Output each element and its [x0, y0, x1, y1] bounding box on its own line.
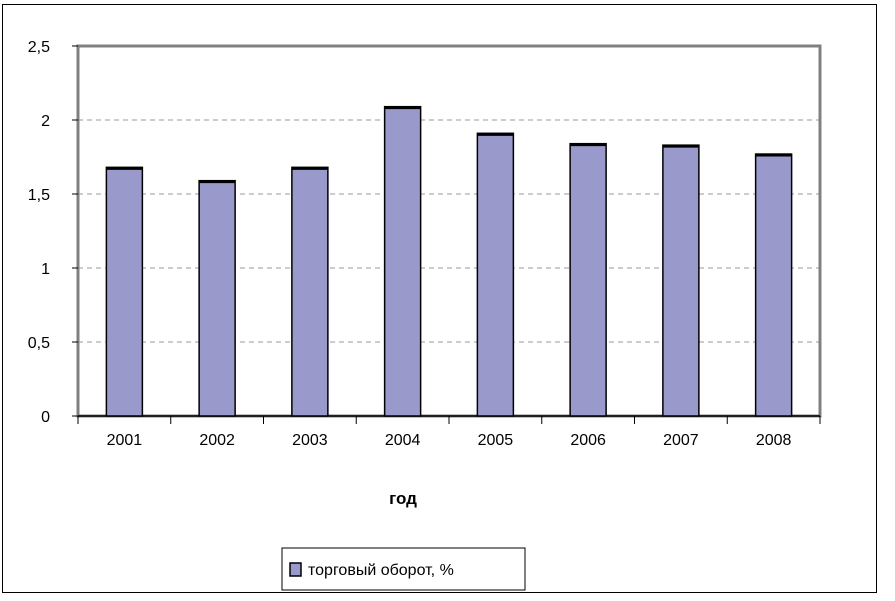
bar-2003: [291, 166, 329, 417]
chart-frame: 0 0,5 1 1,5 2 2,5 2001 2002 2003 2004 2005 2006 200…: [2, 4, 877, 593]
y-tick-label: 0,5: [28, 335, 50, 352]
y-tick-label: 2: [41, 113, 50, 130]
bar-2002: [198, 179, 236, 417]
legend-label: торговый оборот, %: [308, 562, 454, 579]
grid-lines: [78, 119, 820, 343]
y-tick-label: 1: [41, 261, 50, 278]
x-tick-label: 2007: [663, 432, 699, 449]
x-tick-label: 2008: [756, 432, 792, 449]
bar-2001: [105, 166, 144, 417]
y-tick-label: 1,5: [28, 187, 50, 204]
x-tick-label: 2003: [292, 432, 328, 449]
bar-2005: [476, 132, 515, 417]
x-axis-title: год: [389, 489, 417, 508]
bar-2006: [569, 142, 607, 417]
bar-chart: 00,511,522,5 2001 2002 2003 2004 2005 2006 200…: [28, 39, 822, 591]
legend-swatch: [289, 562, 302, 577]
x-tick-label: 2001: [107, 432, 143, 449]
y-tick-label: 0: [41, 409, 50, 426]
x-tick-label: 2006: [570, 432, 606, 449]
x-tick-label: 2004: [385, 432, 421, 449]
x-tick-label: 2005: [478, 432, 514, 449]
bar-2008: [754, 153, 793, 417]
y-axis-ticks: 0 0,5 1 1,5 2 2,5: [28, 39, 78, 426]
x-tick-label: 2002: [199, 432, 235, 449]
legend: торговый оборот, %: [281, 547, 526, 591]
x-axis-ticks: 2001 2002 2003 2004 2005 2006 2007 2008: [77, 416, 821, 449]
legend-box: [281, 547, 526, 591]
plot-area: [76, 44, 822, 418]
bar-2004: [383, 105, 422, 417]
y-tick-label: 2,5: [28, 39, 50, 56]
bars: [78, 105, 820, 417]
bar-2007: [662, 144, 700, 417]
